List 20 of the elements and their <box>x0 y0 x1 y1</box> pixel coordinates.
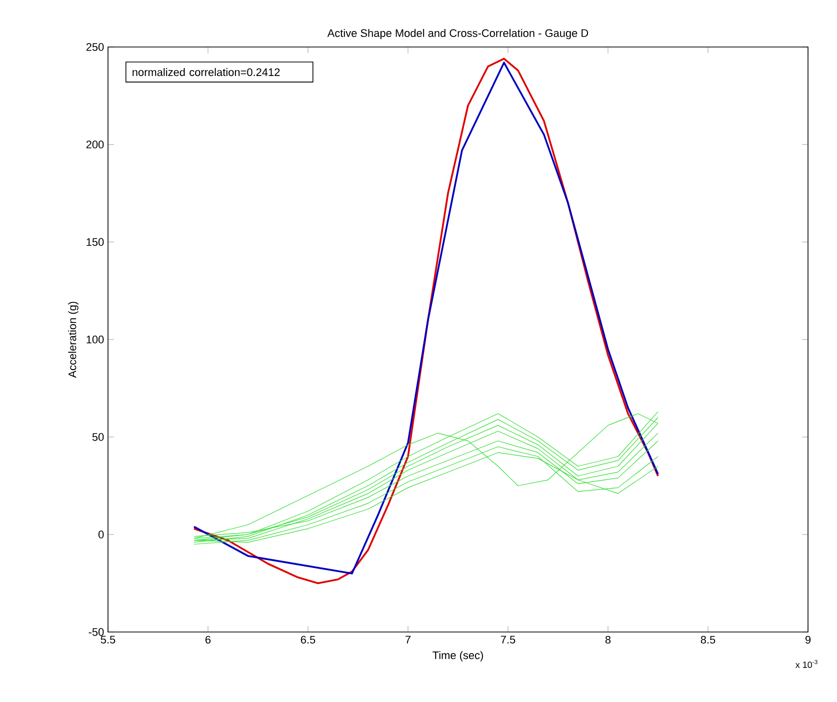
x-axis-title: Time (sec) <box>432 651 483 662</box>
x-tick-label: 9 <box>805 636 811 644</box>
chart-title: Active Shape Model and Cross-Correlation - Gauge D <box>327 28 588 40</box>
x-tick-label: 8 <box>605 636 611 644</box>
y-tick-label: -50 <box>88 628 104 636</box>
y-tick-label: 50 <box>92 433 104 441</box>
x-tick-label: 6 <box>206 636 211 644</box>
text: x 10$^{-3}$ <box>795 660 818 668</box>
x-tick-label: 7 <box>406 636 410 644</box>
x-tick-label: 6.5 <box>300 636 316 644</box>
y-tick-label: 0 <box>98 530 104 538</box>
y-tick-label: 200 <box>86 140 104 148</box>
y-tick-label: 250 <box>86 43 104 51</box>
y-axis-title: Acceleration (g) <box>68 302 78 378</box>
annotation: normalized correlation=0.2412 <box>132 68 280 76</box>
y-tick-label: 100 <box>86 336 104 344</box>
y-tick-label: 150 <box>86 238 104 246</box>
x-tick-label: 7.5 <box>500 636 516 644</box>
x-tick-label: 5.5 <box>100 636 116 644</box>
x-tick-label: 8.5 <box>700 636 716 644</box>
